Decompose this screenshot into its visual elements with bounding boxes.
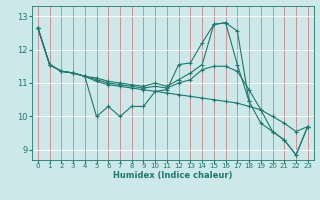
X-axis label: Humidex (Indice chaleur): Humidex (Indice chaleur) [113,171,233,180]
